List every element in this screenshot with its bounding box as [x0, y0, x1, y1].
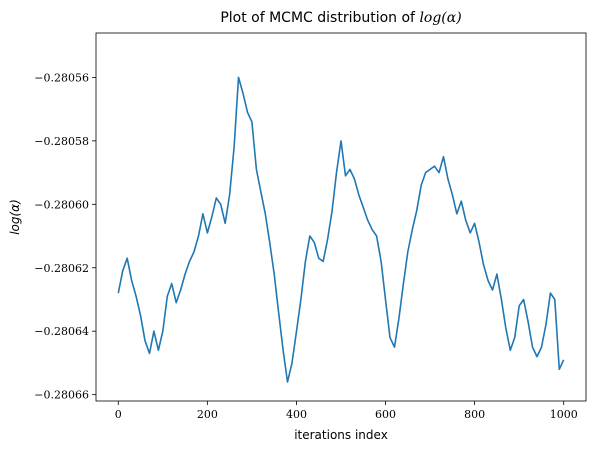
- y-tick-label: −0.28062: [34, 262, 89, 275]
- y-tick-label: −0.28064: [34, 325, 89, 338]
- series-line: [117, 76, 565, 383]
- chart-title-math: log(α): [419, 10, 461, 26]
- y-tick-label: −0.28066: [34, 389, 89, 402]
- x-tick-label: 0: [115, 408, 122, 421]
- y-axis-ticks: −0.28056 −0.28058 −0.28060 −0.28062 −0.28064…: [34, 71, 96, 402]
- x-tick-label: 800: [464, 408, 485, 421]
- x-tick-label: 200: [197, 408, 218, 421]
- y-tick-label: −0.28060: [34, 198, 89, 211]
- x-axis-ticks: 0 200 400 600 800 1000: [115, 401, 578, 421]
- chart-title: Plot of MCMC distribution of log(α): [220, 10, 461, 26]
- x-tick-label: 400: [286, 408, 307, 421]
- plot-frame: [95, 32, 587, 402]
- y-tick-label: −0.28056: [34, 71, 89, 84]
- y-tick-label: −0.28058: [34, 135, 89, 148]
- x-axis-label: iterations index: [294, 428, 388, 442]
- x-tick-label: 600: [375, 408, 396, 421]
- y-axis-label: log(α): [8, 199, 22, 235]
- chart-title-text: Plot of MCMC distribution of: [220, 10, 419, 26]
- x-tick-label: 1000: [550, 408, 578, 421]
